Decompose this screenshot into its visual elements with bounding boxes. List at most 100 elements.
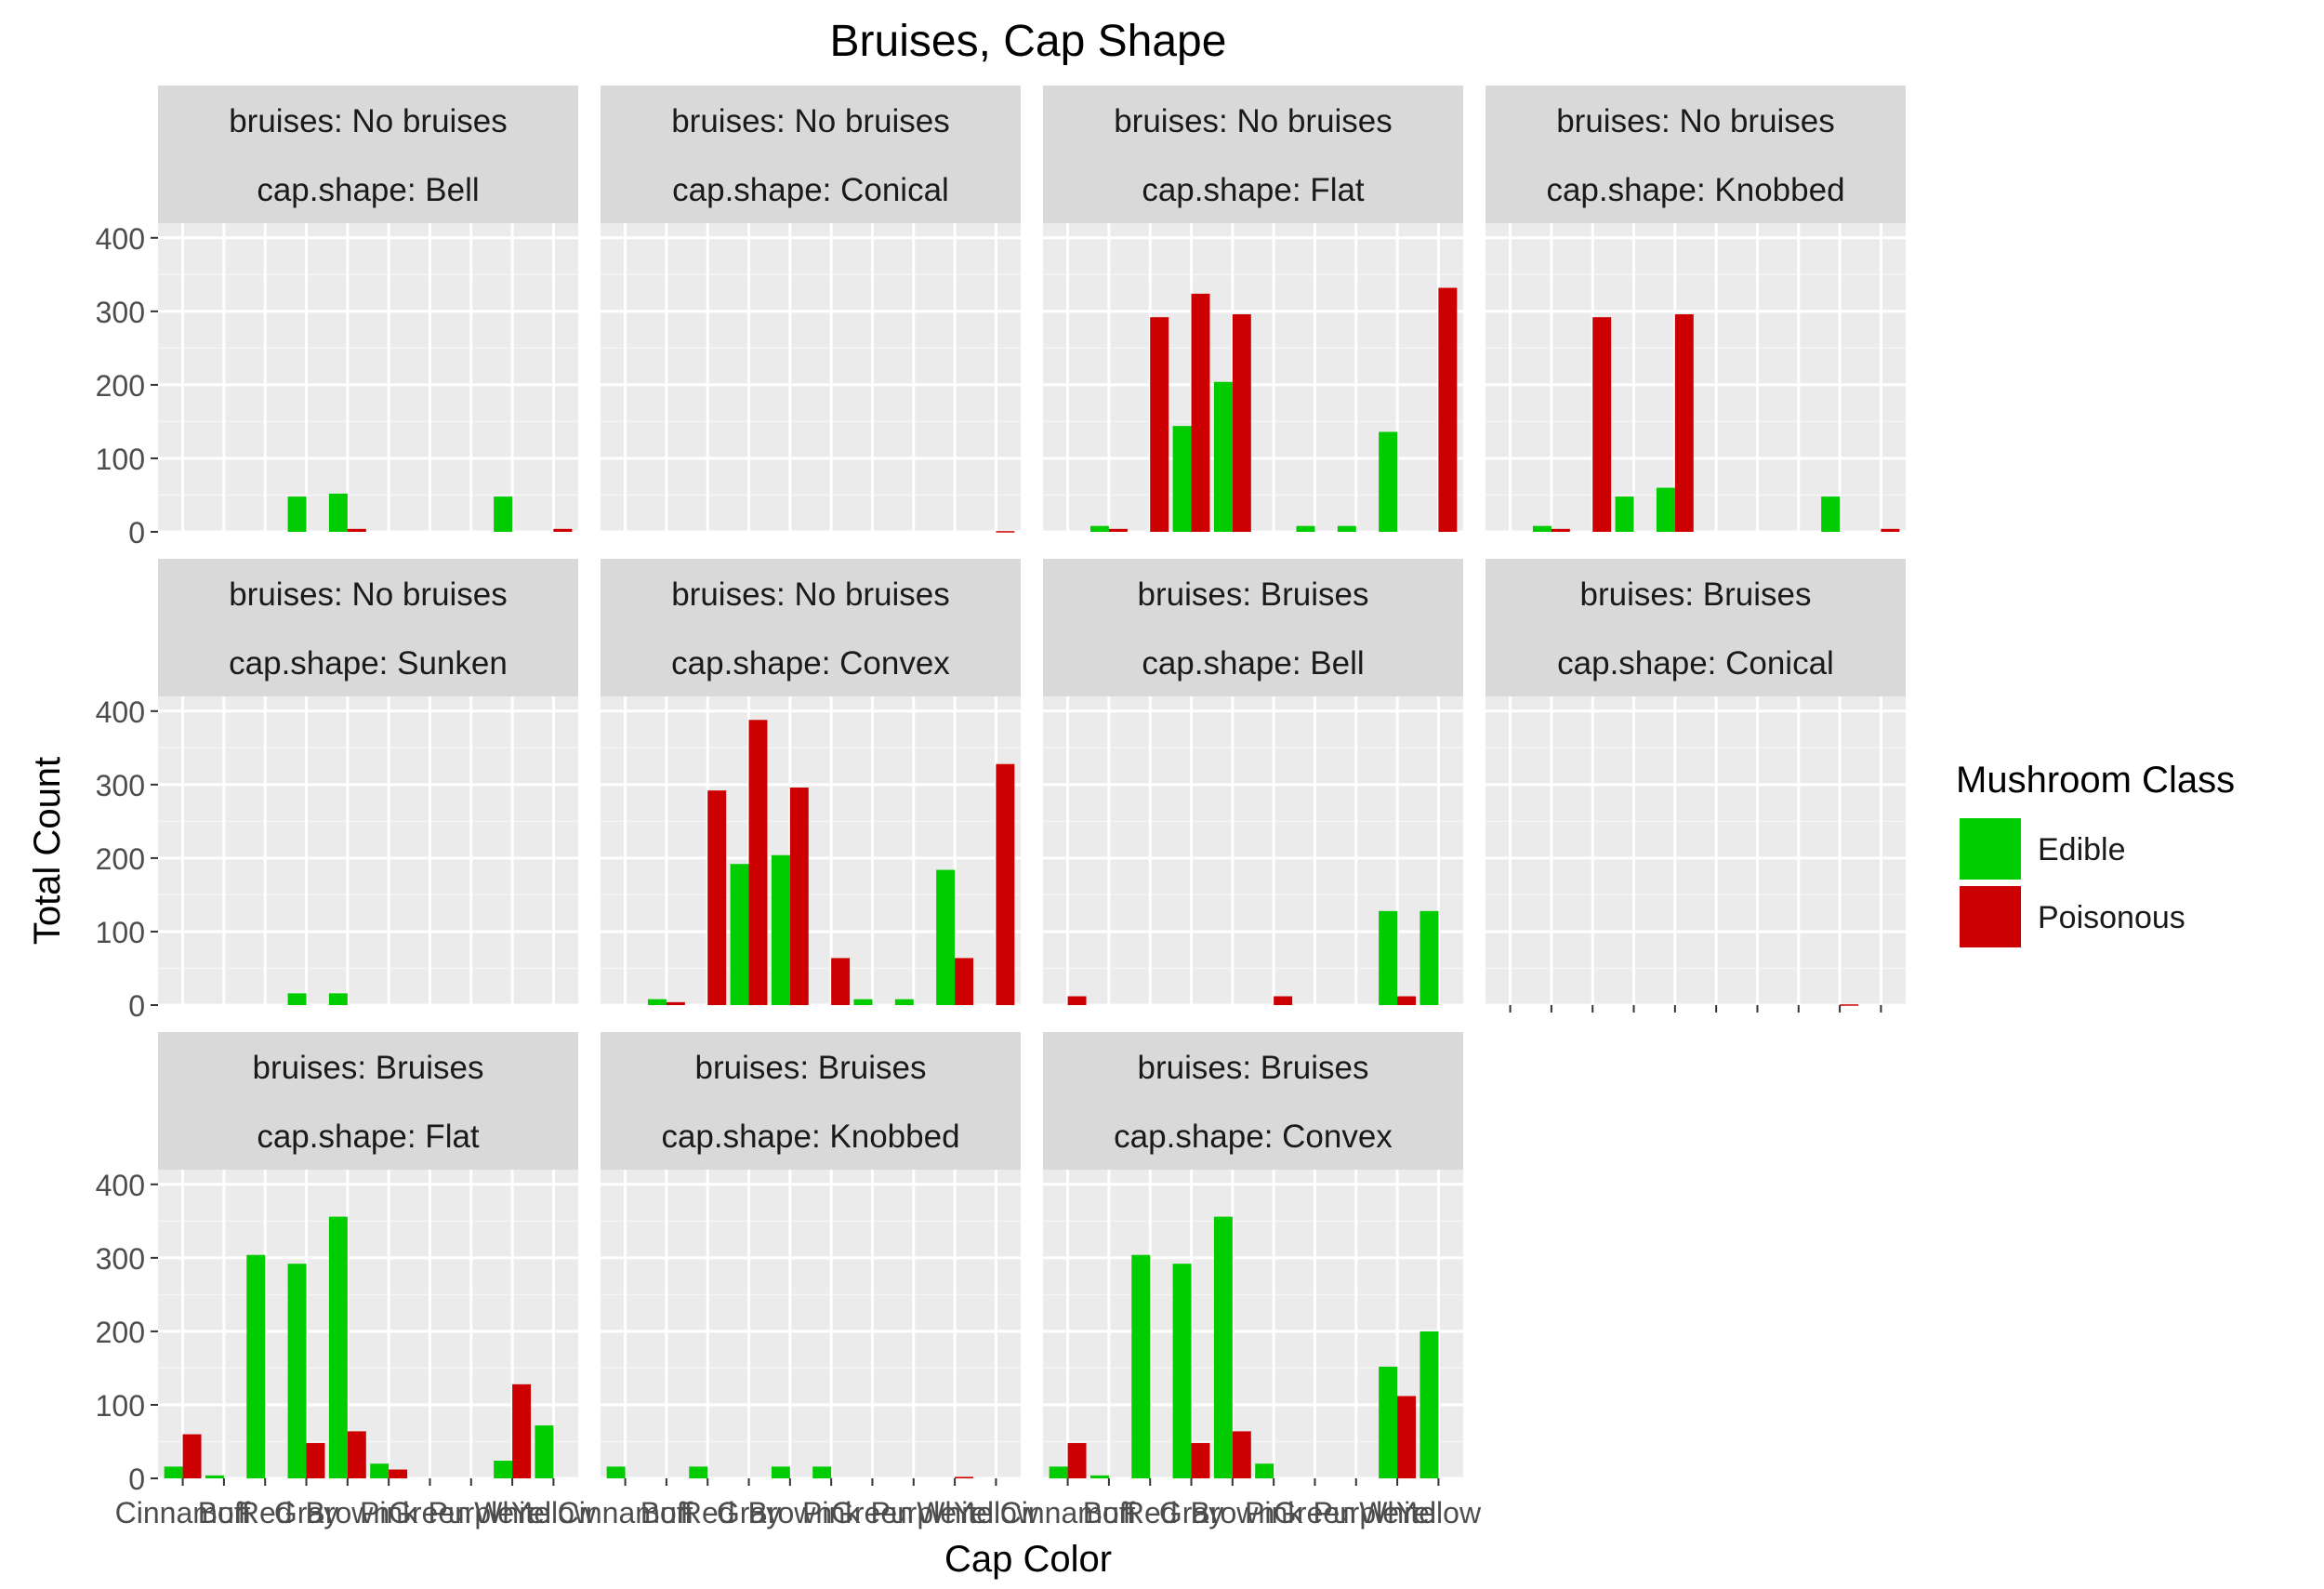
x-tick-label: Brown bbox=[305, 1496, 390, 1529]
panel-background bbox=[1486, 696, 1906, 1005]
y-tick-label: 400 bbox=[96, 695, 145, 729]
legend-label-edible: Edible bbox=[2038, 832, 2126, 867]
x-tick-label: Buff bbox=[1083, 1496, 1135, 1529]
facet-strip-label: bruises: Bruises bbox=[695, 1050, 927, 1086]
y-tick-label: 300 bbox=[96, 296, 145, 329]
y-tick-label: 100 bbox=[96, 443, 145, 476]
bar-edible-green bbox=[853, 999, 873, 1005]
y-tick-label: 0 bbox=[128, 989, 145, 1023]
bar-poisonous-buff bbox=[1551, 528, 1570, 532]
facet-strip-label: bruises: No bruises bbox=[671, 576, 950, 613]
x-tick-label: Gray bbox=[1159, 1496, 1223, 1529]
facet-strip bbox=[601, 86, 1021, 223]
y-tick-label: 0 bbox=[128, 1463, 145, 1496]
x-tick-label: Pink bbox=[1245, 1496, 1303, 1529]
y-tick-label: 100 bbox=[96, 916, 145, 949]
facet-strip-label: bruises: No bruises bbox=[671, 103, 950, 139]
bar-edible-brown bbox=[771, 854, 790, 1005]
x-tick-label: Green bbox=[1274, 1496, 1356, 1529]
bar-edible-buff bbox=[1089, 1475, 1109, 1478]
bar-edible-gray bbox=[1172, 1264, 1192, 1478]
x-tick-label: Purple bbox=[429, 1496, 515, 1529]
facet-strip-label: cap.shape: Conical bbox=[1557, 645, 1834, 682]
bar-poisonous-white bbox=[955, 958, 974, 1005]
x-tick-label: Yellow bbox=[511, 1496, 597, 1529]
bar-edible-gray bbox=[730, 864, 749, 1005]
bar-poisonous-yellow bbox=[996, 763, 1015, 1005]
bar-poisonous-white bbox=[1840, 1004, 1859, 1006]
bar-edible-brown bbox=[328, 1216, 348, 1478]
panel-background bbox=[601, 1170, 1021, 1478]
facet-strip-label: cap.shape: Flat bbox=[257, 1119, 480, 1155]
bar-poisonous-cinnamon bbox=[1067, 1443, 1087, 1478]
bar-poisonous-yellow bbox=[1438, 287, 1458, 532]
x-tick-label: Yellow bbox=[954, 1496, 1039, 1529]
bar-edible-white bbox=[1379, 431, 1398, 532]
y-tick-label: 400 bbox=[96, 222, 145, 256]
facet-strip bbox=[1043, 559, 1463, 696]
x-axis-label: Cap Color bbox=[944, 1539, 1112, 1580]
facet-strip-label: cap.shape: Sunken bbox=[229, 645, 508, 682]
facet-strip-label: bruises: No bruises bbox=[229, 103, 508, 139]
bar-poisonous-white bbox=[1397, 996, 1417, 1005]
y-tick-label: 200 bbox=[96, 1316, 145, 1349]
bar-edible-brown bbox=[771, 1466, 790, 1478]
facet-strip-label: bruises: No bruises bbox=[1556, 103, 1835, 139]
facet-strip-label: cap.shape: Bell bbox=[257, 172, 479, 208]
bar-edible-white bbox=[494, 1461, 513, 1478]
bar-edible-brown bbox=[1656, 487, 1675, 532]
legend-title: Mushroom Class bbox=[1956, 760, 2235, 801]
bar-poisonous-buff bbox=[666, 1001, 685, 1005]
facet-strip bbox=[158, 1032, 578, 1170]
bar-poisonous-red bbox=[1150, 317, 1169, 532]
bar-poisonous-pink bbox=[1274, 996, 1293, 1005]
y-tick-label: 200 bbox=[96, 369, 145, 403]
x-tick-label: Purple bbox=[1314, 1496, 1400, 1529]
bar-poisonous-yellow bbox=[1881, 528, 1900, 532]
bar-poisonous-brown bbox=[789, 788, 809, 1005]
bar-edible-cinnamon bbox=[1049, 1466, 1068, 1478]
bar-edible-green bbox=[1296, 525, 1315, 532]
facet-strip-label: bruises: Bruises bbox=[253, 1050, 484, 1086]
bar-edible-white bbox=[1379, 1366, 1398, 1478]
x-tick-label: Red bbox=[680, 1496, 735, 1529]
bar-poisonous-gray bbox=[1191, 293, 1210, 532]
facet-panel: bruises: No bruises cap.shape: Flat bbox=[1043, 86, 1463, 534]
bar-poisonous-gray bbox=[306, 1443, 325, 1478]
facet-strip bbox=[1043, 86, 1463, 223]
facet-panel: bruises: Bruises cap.shape: Bell bbox=[1043, 559, 1463, 1007]
facet-strip-label: cap.shape: Bell bbox=[1142, 645, 1364, 682]
facet-strip-label: bruises: Bruises bbox=[1580, 576, 1812, 613]
bar-edible-red bbox=[1131, 1254, 1151, 1478]
facet-panel: bruises: Bruises cap.shape: Flat 0 100 200 30… bbox=[96, 1032, 597, 1529]
facet-strip-label: cap.shape: Flat bbox=[1142, 172, 1365, 208]
facet-strip bbox=[1486, 559, 1906, 696]
facet-strip bbox=[601, 559, 1021, 696]
facet-strip-label: bruises: Bruises bbox=[1138, 1050, 1369, 1086]
bar-poisonous-pink bbox=[831, 958, 851, 1005]
bar-edible-purple bbox=[1337, 525, 1356, 532]
legend-label-poisonous: Poisonous bbox=[2038, 900, 2185, 935]
x-tick-label: Brown bbox=[747, 1496, 832, 1529]
facet-strip-label: cap.shape: Conical bbox=[672, 172, 949, 208]
y-tick-label: 0 bbox=[128, 516, 145, 550]
bar-edible-white bbox=[494, 497, 513, 532]
x-tick-label: White bbox=[917, 1496, 993, 1529]
x-tick-label: Cinnamon bbox=[115, 1496, 251, 1529]
bar-edible-cinnamon bbox=[164, 1466, 183, 1478]
bar-poisonous-yellow bbox=[996, 531, 1015, 533]
y-tick-label: 300 bbox=[96, 1242, 145, 1276]
x-tick-label: White bbox=[474, 1496, 550, 1529]
facet-panel: bruises: Bruises cap.shape: Knobbed Cinnam… bbox=[558, 1032, 1039, 1529]
facet-strip bbox=[158, 86, 578, 223]
y-tick-label: 300 bbox=[96, 769, 145, 802]
facet-panel: bruises: No bruises cap.shape: Convex bbox=[601, 559, 1021, 1007]
bar-edible-white bbox=[1379, 910, 1398, 1005]
bar-poisonous-brown bbox=[347, 1431, 366, 1478]
bar-edible-pink bbox=[1255, 1463, 1274, 1478]
bar-poisonous-cinnamon bbox=[1067, 996, 1087, 1005]
facet-panel: bruises: Bruises cap.shape: Convex Cinnamo… bbox=[1000, 1032, 1482, 1529]
x-tick-label: Pink bbox=[360, 1496, 418, 1529]
bar-poisonous-white bbox=[1397, 1396, 1417, 1478]
facet-grid: bruises: No bruises cap.shape: Bell 0 100 20… bbox=[96, 86, 1906, 1529]
